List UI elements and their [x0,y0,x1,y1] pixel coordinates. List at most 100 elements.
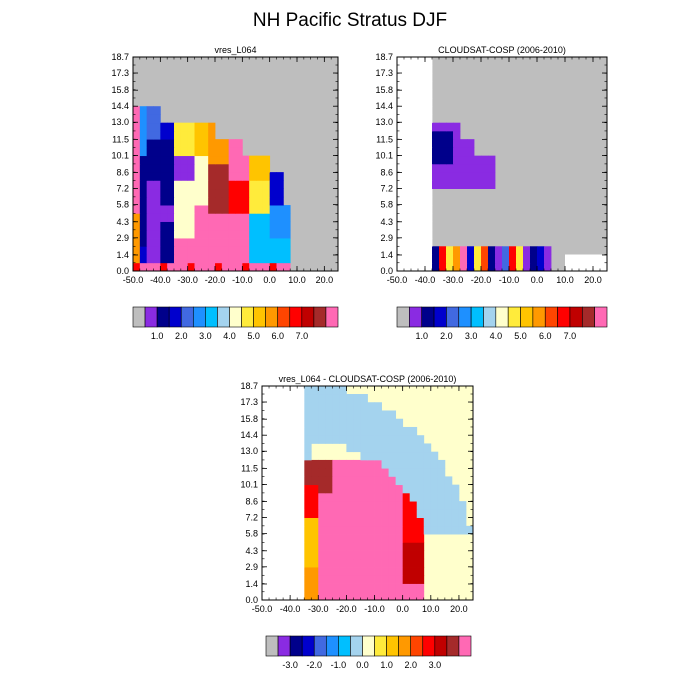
y-tick-label: 15.8 [240,414,258,424]
x-tick-label: 10.0 [556,275,574,285]
heatmap-cell [311,525,319,535]
heatmap-cell [228,213,236,222]
heatmap-cell [256,213,264,222]
heatmap-cell [242,205,250,214]
heatmap-cell [208,205,216,214]
heatmap-cell [221,163,230,173]
heatmap-cell [360,451,368,461]
heatmap-cell [249,262,257,272]
heatmap-cell [187,188,195,198]
x-tick-label: -30.0 [177,275,198,285]
heatmap-cell [411,246,419,255]
heatmap-cell [228,139,236,148]
colorbar-swatch [180,306,194,328]
heatmap-cell [201,196,209,206]
y-tick-label: 14.4 [375,101,393,111]
colorbar-swatch [520,306,534,328]
heatmap-cell [304,385,312,395]
heatmap-cell [304,484,312,494]
heatmap-cell [397,205,405,214]
heatmap-cell [167,196,175,206]
heatmap-cell [367,451,375,461]
heatmap-cell [228,254,236,264]
heatmap-cell [481,180,489,190]
heatmap-cell [194,205,202,214]
y-tick-label: 10.1 [240,479,258,489]
heatmap-cell [388,550,397,560]
colorbar-label: 4.0 [490,331,503,341]
heatmap-cell [418,213,426,222]
heatmap-cell [174,155,182,165]
colorbar-label: 1.0 [415,331,428,341]
heatmap-cell [139,172,148,181]
heatmap-cell [467,172,475,181]
heatmap-cell [474,172,482,181]
heatmap-cell [423,468,432,477]
heatmap-cell [395,443,404,453]
heatmap-cell [221,196,230,206]
heatmap-cell [160,139,168,148]
heatmap-cell [346,394,354,403]
colorbar-swatch [362,635,375,657]
heatmap-cell [180,139,189,148]
heatmap-cell [432,262,440,272]
heatmap-cell [409,550,418,560]
heatmap-cell [304,534,312,543]
heatmap-cell [416,443,425,453]
heatmap-cell [353,591,361,601]
heatmap-cell [242,180,250,190]
heatmap-cell [153,114,161,124]
heatmap-cell [304,459,312,469]
heatmap-cell [367,435,375,444]
heatmap-cell [325,402,333,411]
heatmap-cell [402,426,411,436]
heatmap-cell [339,575,347,584]
heatmap-cell [160,180,168,190]
heatmap-cell [409,468,418,477]
heatmap-cell [269,180,277,190]
heatmap-cell [283,221,291,231]
heatmap-cell [167,254,175,264]
heatmap-cell [374,410,382,420]
heatmap-cell [228,155,236,165]
heatmap-cell [432,130,440,140]
heatmap-cell [425,130,433,140]
heatmap-cell [346,402,354,411]
heatmap-cell [283,246,291,255]
x-tick-label: 20.0 [584,275,602,285]
heatmap-cell [304,517,312,527]
heatmap-cell [304,583,312,593]
heatmap-cell [402,567,411,576]
heatmap-cell [346,525,354,535]
heatmap-cell [425,155,433,165]
heatmap-cell [425,65,433,74]
heatmap-cell [509,262,517,272]
colorbar-swatch [277,306,291,328]
heatmap-cell [133,196,141,206]
heatmap-cell [381,534,389,543]
heatmap-cell [502,254,510,264]
heatmap-cell [332,476,340,486]
heatmap-cell [537,246,545,255]
heatmap-cell [425,188,433,198]
colorbar-swatch [421,306,435,328]
heatmap-cell [346,550,354,560]
heatmap-cell [409,567,418,576]
heatmap-cell [404,130,412,140]
heatmap-cell [411,229,419,239]
heatmap-cell [488,246,496,255]
heatmap-cell [139,106,148,115]
heatmap-cell [395,426,404,436]
heatmap-cell [221,262,230,272]
heatmap-cell [160,196,168,206]
heatmap-cell [360,517,368,527]
heatmap-cell [381,558,389,568]
heatmap-cell [360,542,368,551]
heatmap-cell [397,139,405,148]
heatmap-cell [523,262,531,272]
heatmap-cell [325,525,333,535]
heatmap-cell [153,254,161,264]
y-tick-label: 1.4 [116,250,129,260]
colorbar-swatch [325,306,339,328]
panel-difference: vres_L064 - CLOUDSAT-COSP (2006-2010)-50… [240,374,474,670]
